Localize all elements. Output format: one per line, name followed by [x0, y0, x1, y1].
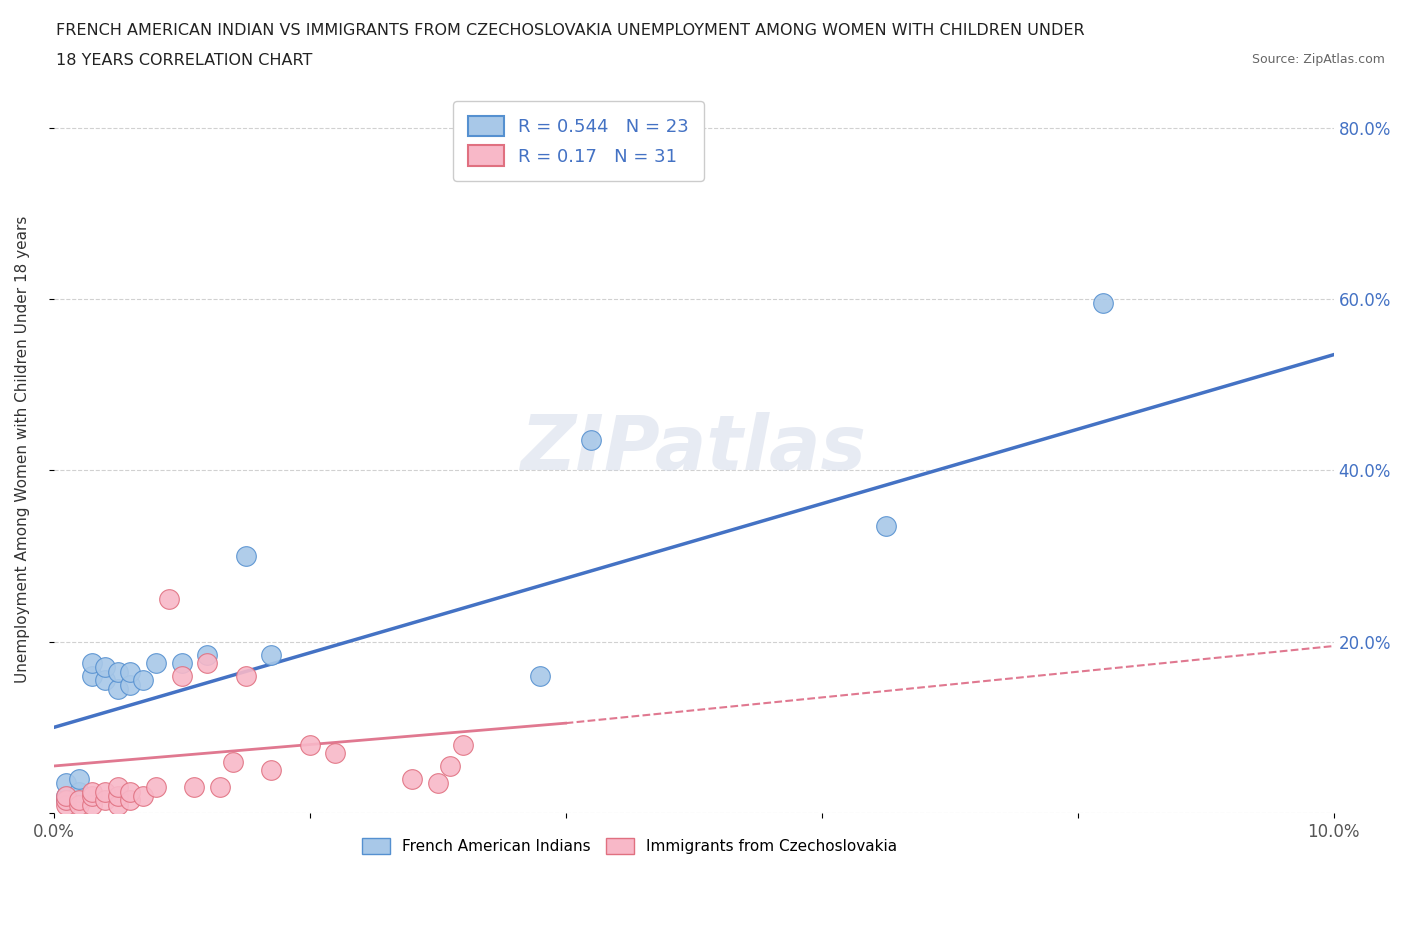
Point [579, 433, 602, 448]
Text: FRENCH AMERICAN INDIAN VS IMMIGRANTS FROM CZECHOSLOVAKIA UNEMPLOYMENT AMONG WOME: FRENCH AMERICAN INDIAN VS IMMIGRANTS FRO… [56, 23, 1085, 38]
Point [208, 780, 231, 795]
Point [107, 682, 129, 697]
Point [120, 784, 142, 799]
Point [298, 737, 321, 752]
Point [94, 673, 117, 688]
Point [107, 664, 129, 679]
Point [107, 797, 129, 812]
Point [94, 793, 117, 808]
Point [426, 776, 449, 790]
Point [67, 771, 90, 786]
Point [439, 759, 461, 774]
Point [67, 793, 90, 808]
Point [222, 754, 245, 769]
Point [120, 793, 142, 808]
Point [67, 784, 90, 799]
Point [80, 669, 103, 684]
Point [55, 793, 77, 808]
Point [157, 591, 180, 606]
Point [195, 647, 218, 662]
Point [145, 656, 167, 671]
Point [132, 789, 155, 804]
Text: 18 YEARS CORRELATION CHART: 18 YEARS CORRELATION CHART [56, 53, 312, 68]
Point [55, 776, 77, 790]
Point [451, 737, 474, 752]
Point [80, 789, 103, 804]
Point [55, 789, 77, 804]
Point [107, 789, 129, 804]
Point [401, 771, 423, 786]
Point [67, 797, 90, 812]
Point [55, 789, 77, 804]
Point [120, 664, 142, 679]
Point [55, 797, 77, 812]
Point [875, 519, 897, 534]
Point [80, 797, 103, 812]
Point [183, 780, 205, 795]
Point [323, 746, 346, 761]
Point [170, 669, 193, 684]
Point [107, 780, 129, 795]
Point [94, 784, 117, 799]
Point [195, 656, 218, 671]
Point [120, 677, 142, 692]
Point [235, 549, 257, 564]
Y-axis label: Unemployment Among Women with Children Under 18 years: Unemployment Among Women with Children U… [15, 215, 30, 683]
Point [80, 656, 103, 671]
Point [235, 669, 257, 684]
Point [1092, 296, 1115, 311]
Point [132, 673, 155, 688]
Point [80, 784, 103, 799]
Text: Source: ZipAtlas.com: Source: ZipAtlas.com [1251, 53, 1385, 66]
Point [145, 780, 167, 795]
Point [260, 763, 283, 777]
Point [529, 669, 551, 684]
Point [260, 647, 283, 662]
Point [94, 660, 117, 675]
Text: ZIPatlas: ZIPatlas [520, 412, 866, 486]
Point [170, 656, 193, 671]
Legend: French American Indians, Immigrants from Czechoslovakia: French American Indians, Immigrants from… [356, 832, 903, 860]
Point [55, 793, 77, 808]
